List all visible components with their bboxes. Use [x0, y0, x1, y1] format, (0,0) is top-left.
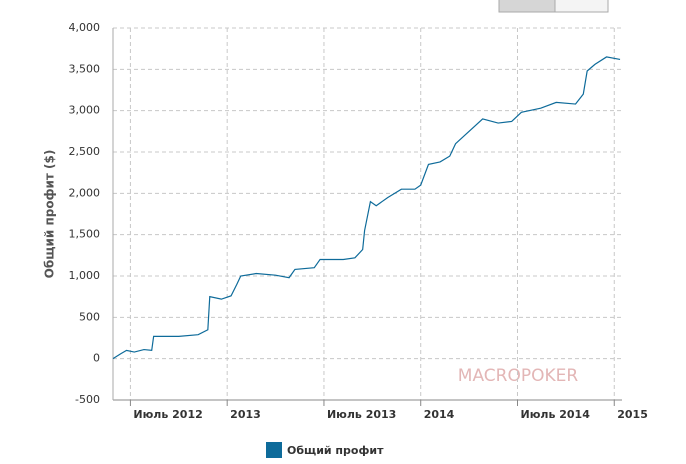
x-tick-label: Июль 2013 — [327, 408, 396, 421]
x-tick-label: 2015 — [617, 408, 648, 421]
watermark: MACROPOKER — [458, 366, 579, 386]
y-axis-label: Общий профит ($) — [43, 150, 57, 279]
x-tick-label: Июль 2012 — [133, 408, 202, 421]
y-tick-label: 1,000 — [69, 269, 101, 282]
legend-swatch — [266, 442, 282, 458]
y-tick-label: 3,000 — [69, 104, 101, 117]
chart-view-button[interactable] — [498, 0, 556, 13]
legend-label: Общий профит — [287, 444, 384, 457]
y-tick-label: 0 — [93, 352, 100, 365]
x-tick-label: Июль 2014 — [520, 408, 590, 421]
y-tick-label: 3,500 — [69, 62, 101, 75]
x-tick-label: 2014 — [424, 408, 455, 421]
y-tick-label: 500 — [79, 310, 100, 323]
x-tick-label: 2013 — [230, 408, 261, 421]
y-tick-label: 1,500 — [69, 228, 101, 241]
y-tick-label: -500 — [75, 393, 100, 406]
y-tick-label: 2,500 — [69, 145, 101, 158]
table-view-button[interactable] — [554, 0, 609, 13]
y-tick-label: 2,000 — [69, 186, 101, 199]
y-tick-label: 4,000 — [69, 21, 101, 34]
data-line — [112, 56, 621, 360]
